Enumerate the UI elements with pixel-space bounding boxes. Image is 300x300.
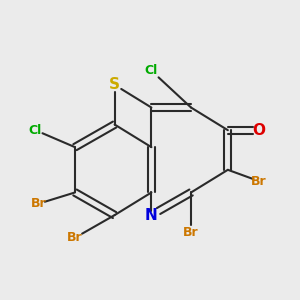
- Text: Br: Br: [251, 175, 267, 188]
- Text: Br: Br: [67, 231, 83, 244]
- Text: O: O: [253, 123, 266, 138]
- Text: Cl: Cl: [29, 124, 42, 137]
- Text: Br: Br: [183, 226, 199, 238]
- Text: N: N: [145, 208, 158, 223]
- Text: S: S: [109, 77, 120, 92]
- Text: Br: Br: [30, 197, 46, 210]
- Text: Cl: Cl: [145, 64, 158, 77]
